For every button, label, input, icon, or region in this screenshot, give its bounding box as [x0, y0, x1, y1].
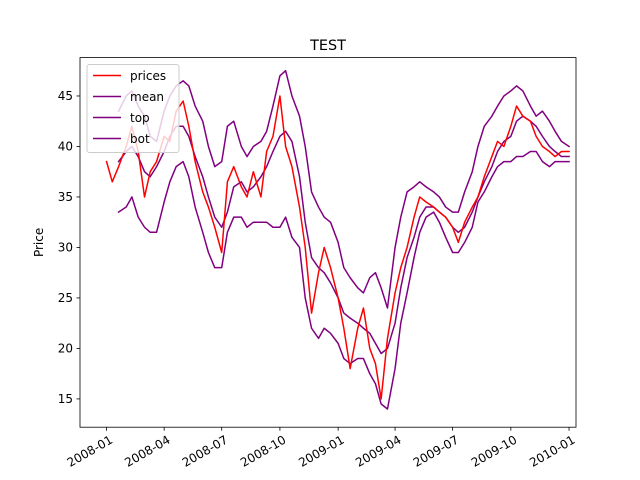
y-tick-label: 25 — [58, 291, 73, 305]
y-tick-label: 15 — [58, 392, 73, 406]
series-layer — [105, 69, 571, 410]
chart-title: TEST — [309, 38, 346, 54]
legend-box — [86, 64, 180, 153]
legend-label-bot: bot — [130, 132, 150, 146]
legend-label-prices: prices — [130, 69, 166, 83]
y-tick-label: 35 — [58, 190, 73, 204]
y-tick-label: 20 — [58, 342, 73, 356]
y-axis: 15 20 25 30 35 40 45 — [58, 89, 80, 406]
y-tick-label: 30 — [58, 241, 73, 255]
plot-area-frame — [79, 57, 577, 428]
y-tick-label: 40 — [58, 140, 73, 154]
legend: prices mean top bot — [86, 64, 180, 153]
series-line-prices — [105, 95, 570, 400]
y-axis-label: Price — [32, 228, 46, 257]
legend-label-top: top — [130, 111, 150, 125]
legend-label-mean: mean — [130, 90, 164, 104]
series-line-top — [117, 69, 571, 309]
series-line-bot — [117, 150, 570, 410]
y-tick-label: 45 — [58, 89, 73, 103]
